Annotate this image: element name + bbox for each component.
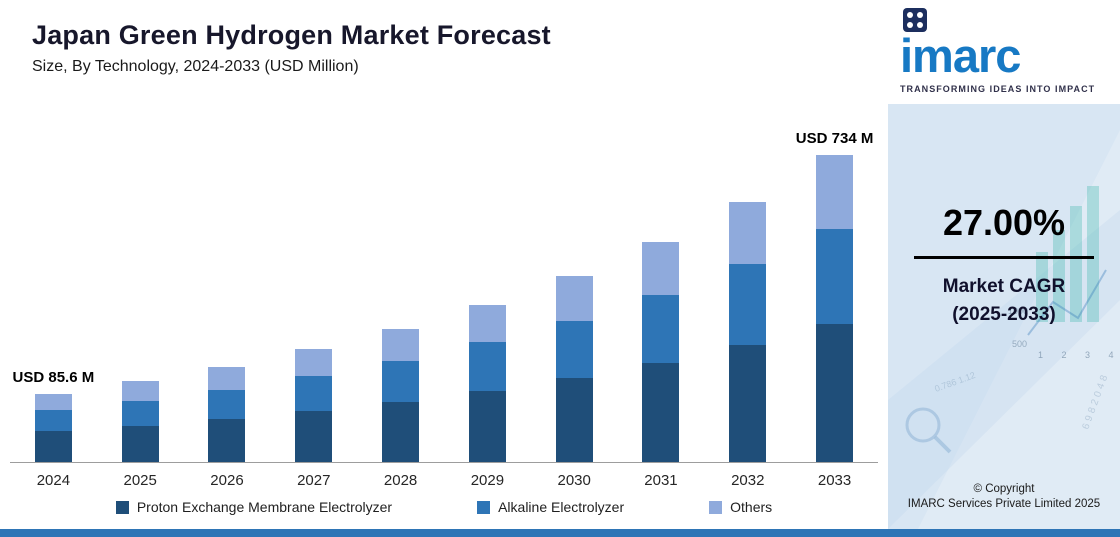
bar-segment-pem — [816, 323, 854, 462]
bar-segment-others — [208, 366, 246, 390]
svg-text:1 2 3 4: 1 2 3 4 — [1038, 350, 1120, 360]
x-axis-label: 2026 — [210, 472, 244, 489]
x-axis-label: 2029 — [470, 472, 505, 489]
svg-text:1000: 1000 — [1008, 306, 1028, 316]
bar-column — [97, 140, 184, 462]
bar-segment-others — [729, 201, 767, 265]
bar-segment-pem — [208, 419, 246, 462]
copyright-notice: © Copyright IMARC Services Private Limit… — [888, 482, 1120, 513]
bar-column: USD 734 M — [791, 130, 878, 462]
bar-segment-alkaline — [816, 228, 854, 324]
bar-column — [270, 140, 357, 462]
legend-label: Others — [730, 499, 773, 515]
bar-segment-alkaline — [34, 410, 72, 432]
bar-segment-alkaline — [555, 320, 593, 379]
bar-segment-others — [295, 349, 333, 377]
bar-segment-pem — [555, 378, 593, 462]
legend: Proton Exchange Membrane Electrolyzer Alk… — [0, 499, 888, 515]
bar-column — [184, 140, 271, 462]
logo-dot — [917, 12, 923, 18]
bar-segment-alkaline — [382, 360, 420, 403]
x-axis-label: 2024 — [36, 472, 71, 489]
legend-label: Proton Exchange Membrane Electrolyzer — [136, 499, 393, 515]
cagr-label-line2: (2025-2033) — [952, 303, 1056, 325]
bar-segment-alkaline — [729, 264, 767, 345]
chart-region: Japan Green Hydrogen Market Forecast Siz… — [0, 20, 888, 515]
legend-item: Others — [709, 499, 772, 515]
page-title: Japan Green Hydrogen Market Forecast — [32, 20, 551, 50]
bar-segment-pem — [34, 431, 72, 462]
brand-tagline: TRANSFORMING IDEAS INTO IMPACT — [900, 84, 1096, 94]
logo-dot — [907, 12, 913, 18]
copyright-line1: © Copyright — [973, 482, 1035, 495]
logo-dot — [917, 22, 923, 28]
bar-column: USD 85.6 M — [10, 140, 97, 462]
x-axis-label: 2032 — [731, 472, 765, 489]
bar-value-annotation: USD 734 M — [795, 130, 874, 147]
bar-segment-others — [816, 155, 854, 229]
legend-swatch — [477, 500, 491, 514]
svg-text:500: 500 — [1012, 339, 1027, 349]
brand-sidebar: 1000 500 1 2 3 4 6982048 0.786 1.12 imar… — [888, 0, 1120, 529]
bar-segment-pem — [121, 425, 159, 462]
imarc-logo-text: imarc — [900, 29, 1021, 82]
bar-segment-alkaline — [642, 294, 680, 363]
bar-segment-pem — [295, 411, 333, 462]
bar-segment-others — [642, 241, 680, 295]
plot-area: USD 85.6 M USD 734 M — [10, 130, 878, 463]
bottom-accent-strip — [0, 529, 1120, 537]
bar-segment-others — [382, 328, 420, 361]
bar-column — [531, 140, 618, 462]
bar-column — [357, 140, 444, 462]
bar-segment-alkaline — [208, 389, 246, 420]
logo-dot — [907, 22, 913, 28]
legend-swatch — [115, 500, 129, 514]
x-axis-label: 2025 — [123, 472, 157, 489]
legend-label: Alkaline Electrolyzer — [498, 499, 625, 515]
cagr-divider — [914, 256, 1094, 259]
x-axis-label: 2030 — [557, 472, 591, 489]
legend-item: Alkaline Electrolyzer — [477, 499, 624, 515]
x-axis-labels: 2024 2025 2026 2027 2028 2029 2030 2031 2032 2033 — [10, 472, 878, 489]
bar-segment-pem — [382, 402, 420, 462]
sidebar-decoration-graphic: 1000 500 1 2 3 4 6982048 0.786 1.12 — [888, 130, 1120, 529]
chart-subtitle: Size, By Technology, 2024-2033 (USD Mill… — [32, 58, 359, 75]
bar-segment-alkaline — [468, 342, 506, 392]
bar-segment-alkaline — [121, 400, 159, 426]
bar-segment-others — [34, 393, 72, 411]
copyright-line2: IMARC Services Private Limited 2025 — [907, 498, 1101, 511]
x-axis-label: 2028 — [383, 472, 418, 489]
bar-segment-pem — [468, 391, 506, 462]
bar-segment-pem — [642, 362, 680, 462]
bar-segment-alkaline — [295, 376, 333, 412]
bar-column — [618, 140, 705, 462]
cagr-block: 27.00% Market CAGR (2025-2033) — [888, 202, 1120, 328]
legend-item: Proton Exchange Membrane Electrolyzer — [115, 499, 393, 515]
x-axis-label: 2033 — [817, 472, 852, 489]
plot-wrapper: USD 85.6 M USD 734 M 2024 2025 2026 2027 2028… — [10, 130, 878, 489]
x-axis-label: 2031 — [644, 472, 678, 489]
legend-swatch — [709, 500, 723, 514]
bar-value-annotation: USD 85.6 M — [12, 368, 95, 386]
bar-segment-others — [121, 381, 159, 401]
bar-column — [704, 140, 791, 462]
bar-segment-pem — [729, 344, 767, 462]
imarc-logo-mark-icon — [903, 8, 927, 32]
bar-column — [444, 140, 531, 462]
bar-segment-others — [468, 304, 506, 343]
cagr-label-line1: Market CAGR — [942, 276, 1066, 297]
brand-header: imarc TRANSFORMING IDEAS INTO IMPACT — [888, 0, 1120, 104]
x-axis-label: 2027 — [297, 472, 331, 489]
bar-segment-others — [555, 275, 593, 321]
cagr-value: 27.00% — [942, 202, 1066, 243]
